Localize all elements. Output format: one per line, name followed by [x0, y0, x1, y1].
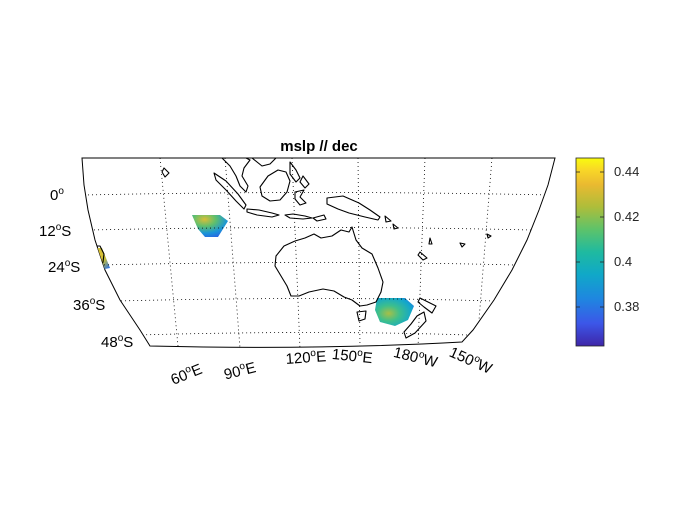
- lat-label-12s-hemi: S: [61, 223, 72, 240]
- colorbar-ticks: [576, 171, 604, 308]
- colorbar: [575, 157, 605, 347]
- lat-label-36s-hemi: S: [95, 297, 106, 314]
- lon-label-150e-deg: 150: [331, 345, 358, 366]
- lat-label-36s: 36oS: [73, 296, 106, 314]
- lat-label-24s-hemi: S: [70, 259, 81, 276]
- lat-label-0-deg: 0: [50, 187, 59, 204]
- map-title: mslp // dec: [280, 138, 358, 155]
- lat-label-0: 0o: [50, 186, 64, 204]
- lon-label-150e-hemi: E: [361, 349, 374, 368]
- lon-label-120e-hemi: E: [315, 348, 327, 366]
- graticule: [83, 158, 551, 348]
- colorbar-tick-label: 0.4: [614, 254, 633, 269]
- lat-label-12s-deg: 12: [39, 223, 56, 240]
- lat-label-24s: 24oS: [48, 258, 81, 276]
- map-frame: [81, 157, 556, 348]
- lat-label-12s: 12oS: [39, 222, 72, 240]
- lon-label-120e: 120oE: [285, 347, 327, 368]
- colorbar-tick-label: 0.44: [614, 164, 640, 179]
- lat-label-24s-deg: 24: [48, 259, 65, 276]
- data-patch-tasman-sea: [375, 298, 414, 326]
- lon-label-120e-deg: 120: [285, 349, 312, 368]
- colorbar-tick-label: 0.42: [614, 209, 640, 224]
- data-patch-indian-ocean: [192, 215, 228, 237]
- colorbar-tick-label: 0.38: [614, 299, 640, 314]
- lat-label-48s: 48oS: [101, 333, 134, 351]
- lat-label-48s-hemi: S: [123, 334, 134, 351]
- lat-label-36s-deg: 36: [73, 297, 90, 314]
- lat-label-48s-deg: 48: [101, 334, 118, 351]
